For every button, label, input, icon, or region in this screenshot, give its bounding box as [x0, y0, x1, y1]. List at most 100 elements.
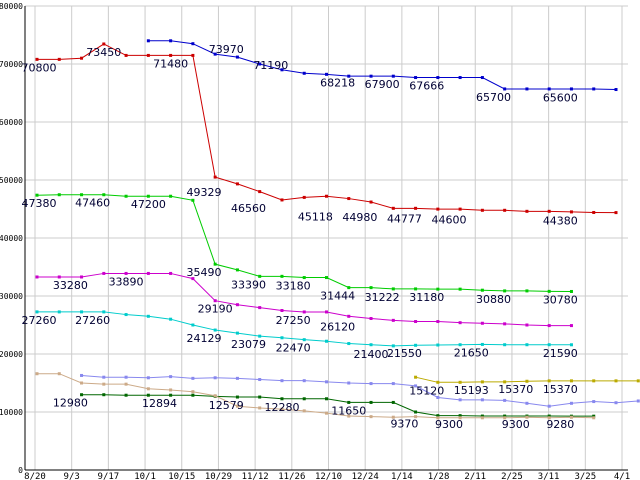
x-tick-label: 9/17: [98, 472, 120, 480]
data-point: [213, 394, 217, 398]
data-point: [80, 275, 84, 279]
data-label: 73970: [209, 43, 244, 56]
data-point: [525, 343, 529, 347]
data-point: [124, 382, 128, 386]
data-point: [169, 194, 173, 198]
data-point: [213, 376, 217, 380]
series: [35, 39, 640, 420]
data-point: [146, 39, 150, 43]
data-point: [391, 206, 395, 210]
data-point: [436, 396, 440, 399]
data-point: [235, 376, 239, 380]
data-labels: 70800 73450 71480 73970 71190 68218 67900 67666…: [22, 43, 578, 431]
data-point: [458, 287, 462, 291]
data-point: [302, 310, 306, 314]
data-point: [57, 193, 61, 197]
series-line: [81, 394, 594, 417]
data-point: [280, 198, 284, 202]
data-point: [35, 57, 39, 61]
data-label: 45118: [298, 210, 333, 223]
data-point: [503, 343, 507, 347]
data-point: [503, 208, 507, 212]
data-point: [480, 398, 484, 402]
data-point: [302, 195, 306, 199]
data-point: [391, 344, 395, 348]
y-tick-label: 0: [18, 466, 23, 475]
data-label: 27260: [75, 314, 110, 327]
data-label: 46560: [231, 202, 266, 215]
x-tick-label: 10/29: [205, 472, 232, 480]
data-point: [191, 323, 195, 327]
data-point: [436, 343, 440, 347]
data-point: [280, 68, 284, 72]
data-label: 67900: [365, 78, 400, 91]
data-point: [169, 271, 173, 275]
data-point: [124, 271, 128, 275]
data-point: [369, 400, 373, 404]
x-tick-label: 4/1: [614, 472, 630, 480]
data-point: [280, 407, 284, 411]
data-point: [347, 286, 351, 290]
data-point: [436, 287, 440, 291]
data-point: [325, 276, 328, 280]
data-point: [102, 271, 106, 275]
data-point: [235, 404, 239, 408]
data-point: [102, 193, 106, 197]
data-label: 44600: [431, 213, 466, 226]
data-label: 9280: [546, 418, 574, 431]
data-label: 70800: [22, 61, 57, 74]
data-point: [525, 379, 529, 383]
data-label: 73450: [86, 46, 121, 59]
data-point: [458, 398, 462, 402]
data-point: [525, 415, 529, 419]
data-point: [191, 390, 195, 394]
data-label: 12980: [53, 397, 88, 410]
data-point: [102, 393, 106, 397]
data-label: 68218: [320, 76, 355, 89]
data-point: [191, 393, 195, 397]
data-label: 15120: [409, 384, 444, 397]
data-point: [169, 393, 173, 397]
series-4: [35, 310, 573, 348]
data-point: [391, 382, 395, 386]
data-point: [347, 414, 351, 418]
x-tick-label: 9/3: [64, 472, 80, 480]
data-point: [414, 375, 418, 379]
data-point: [436, 416, 440, 420]
data-point: [258, 395, 262, 399]
data-label: 44380: [543, 215, 578, 228]
data-point: [57, 275, 61, 279]
data-point: [35, 310, 39, 314]
data-point: [525, 87, 529, 91]
data-point: [57, 372, 61, 376]
data-point: [458, 207, 462, 211]
data-point: [391, 415, 395, 419]
x-tick-label: 2/11: [464, 472, 486, 480]
data-label: 33180: [276, 280, 311, 293]
x-tick-label: 12/10: [315, 472, 342, 480]
data-point: [592, 416, 596, 420]
data-point: [169, 39, 173, 43]
data-point: [614, 401, 618, 405]
data-point: [102, 375, 106, 379]
data-label: 21550: [387, 347, 422, 360]
data-label: 47200: [131, 198, 166, 211]
x-tick-label: 1/14: [391, 472, 413, 480]
data-point: [325, 310, 328, 314]
data-point: [146, 194, 150, 198]
data-point: [258, 334, 262, 338]
data-label: 15370: [543, 383, 578, 396]
data-point: [57, 57, 61, 61]
data-label: 9300: [502, 418, 530, 431]
data-label: 15193: [454, 384, 489, 397]
data-point: [592, 379, 596, 383]
data-point: [235, 303, 239, 307]
data-point: [414, 343, 418, 347]
data-point: [325, 380, 328, 384]
data-point: [235, 182, 239, 186]
data-label: 12280: [264, 401, 299, 414]
data-label: 11650: [331, 404, 366, 417]
data-point: [302, 338, 306, 342]
data-label: 9300: [435, 418, 463, 431]
